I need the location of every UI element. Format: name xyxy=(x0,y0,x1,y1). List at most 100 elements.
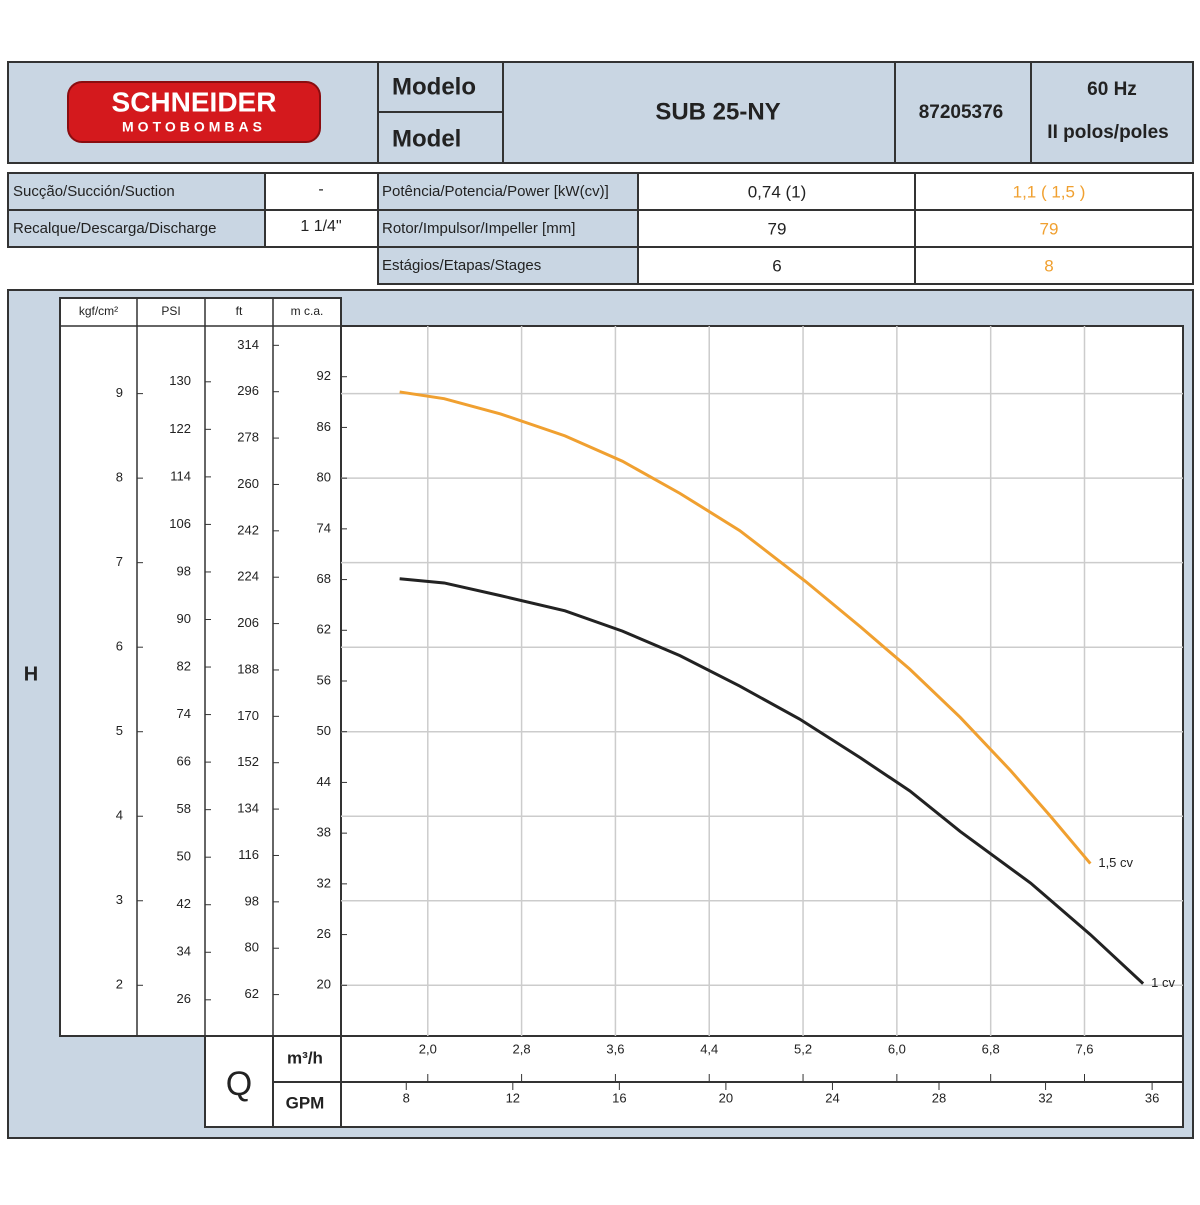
curve-label: 1 cv xyxy=(1151,975,1175,990)
x2-tick-label: 24 xyxy=(825,1090,839,1105)
logo-sub: MOTOBOMBAS xyxy=(122,119,266,135)
y-tick-label: 114 xyxy=(170,468,191,483)
spec-value: 0,74 (1) xyxy=(748,182,807,201)
model-en: Model xyxy=(392,125,461,152)
spec-value: 8 xyxy=(1044,256,1053,275)
x2-tick-label: 20 xyxy=(719,1090,733,1105)
x2-tick-label: 28 xyxy=(932,1090,946,1105)
x2-tick-label: 8 xyxy=(403,1090,410,1105)
spec-label: Potência/Potencia/Power [kW(cv)] xyxy=(382,183,609,200)
x2-tick-label: 32 xyxy=(1038,1090,1052,1105)
spec-value: 1 1/4" xyxy=(300,218,341,235)
logo-brand: SCHNEIDER xyxy=(112,86,277,117)
y-tick-label: 50 xyxy=(317,723,331,738)
x-tick-label: 2,0 xyxy=(419,1041,437,1056)
y-tick-label: 80 xyxy=(245,940,259,955)
poles: II polos/poles xyxy=(1047,122,1168,143)
x-tick-label: 3,6 xyxy=(606,1041,624,1056)
y-tick-label: 3 xyxy=(116,892,123,907)
y-tick-label: 98 xyxy=(177,563,191,578)
y-tick-label: 4 xyxy=(116,808,123,823)
spec-cell xyxy=(377,209,639,248)
y-tick-label: 62 xyxy=(245,986,259,1001)
x-label: m³/h xyxy=(287,1048,323,1067)
y-tick-label: 278 xyxy=(237,430,259,445)
x-tick-label: 2,8 xyxy=(513,1041,531,1056)
y-tick-label: 20 xyxy=(317,977,331,992)
y-tick-label: 116 xyxy=(238,847,259,862)
spec-cell xyxy=(377,172,639,211)
curve xyxy=(399,577,1145,985)
y-tick-label: 90 xyxy=(177,611,191,626)
axis-label: m c.a. xyxy=(291,304,324,318)
spec-cell xyxy=(637,209,916,248)
spec-value: 6 xyxy=(772,256,781,275)
y-tick-label: 170 xyxy=(237,708,259,723)
x2-tick-label: 16 xyxy=(612,1090,626,1105)
y-tick-label: 242 xyxy=(237,522,259,537)
y-tick-label: 80 xyxy=(317,470,331,485)
y-tick-label: 34 xyxy=(177,944,191,959)
axis-label: kgf/cm² xyxy=(79,304,118,318)
curve xyxy=(399,390,1092,865)
y-tick-label: 152 xyxy=(237,754,259,769)
x-title: Q xyxy=(226,1065,252,1103)
spec-label: Rotor/Impulsor/Impeller [mm] xyxy=(382,220,575,237)
y-tick-label: 7 xyxy=(116,554,123,569)
y-tick-label: 58 xyxy=(177,801,191,816)
y-tick-label: 5 xyxy=(116,723,123,738)
frequency: 60 Hz xyxy=(1087,79,1137,100)
axis-label: PSI xyxy=(161,304,180,318)
logo xyxy=(67,81,321,143)
spec-cell xyxy=(637,246,916,285)
x-tick-label: 4,4 xyxy=(700,1041,718,1056)
y-tick-label: 66 xyxy=(177,754,191,769)
x2-label: GPM xyxy=(286,1093,325,1112)
model-code: 87205376 xyxy=(919,102,1004,123)
spec-value: 79 xyxy=(1040,219,1059,238)
y-tick-label: 9 xyxy=(116,385,123,400)
spec-value: - xyxy=(318,181,323,198)
y-tick-label: 6 xyxy=(116,639,123,654)
y-tick-label: 26 xyxy=(177,991,191,1006)
y-tick-label: 106 xyxy=(169,516,191,531)
y-tick-label: 44 xyxy=(317,774,331,789)
x-tick-label: 6,0 xyxy=(888,1041,906,1056)
spec-value: 79 xyxy=(768,219,787,238)
spec-cell xyxy=(7,209,266,248)
spec-cell xyxy=(377,246,639,285)
spec-label: Estágios/Etapas/Stages xyxy=(382,257,541,274)
spec-cell xyxy=(914,246,1194,285)
y-tick-label: 314 xyxy=(237,337,259,352)
y-tick-label: 26 xyxy=(317,926,331,941)
y-tick-label: 86 xyxy=(317,419,331,434)
x-tick-label: 7,6 xyxy=(1075,1041,1093,1056)
x-tick-label: 6,8 xyxy=(982,1041,1000,1056)
y-tick-label: 82 xyxy=(177,658,191,673)
y-tick-label: 260 xyxy=(237,476,259,491)
x2-tick-label: 12 xyxy=(506,1090,520,1105)
y-tick-label: 130 xyxy=(169,373,191,388)
y-tick-label: 42 xyxy=(177,896,191,911)
model-name: SUB 25-NY xyxy=(655,98,780,125)
y-tick-label: 122 xyxy=(169,421,191,436)
y-tick-label: 32 xyxy=(317,875,331,890)
y-tick-label: 92 xyxy=(317,368,331,383)
y-tick-label: 188 xyxy=(237,661,259,676)
model-pt: Modelo xyxy=(392,73,476,100)
axis-panel xyxy=(59,297,342,1037)
y-tick-label: 38 xyxy=(317,825,331,840)
y-tick-label: 50 xyxy=(177,849,191,864)
y-tick-label: 296 xyxy=(237,383,259,398)
y-tick-label: 68 xyxy=(317,571,331,586)
spec-value: 1,1 ( 1,5 ) xyxy=(1013,182,1086,201)
y-tick-label: 8 xyxy=(116,470,123,485)
cell xyxy=(502,61,896,164)
y-tick-label: 62 xyxy=(317,622,331,637)
y-tick-label: 56 xyxy=(317,672,331,687)
cell xyxy=(894,61,1032,164)
spec-cell xyxy=(264,172,379,211)
axis-label: ft xyxy=(236,304,243,318)
x2-tick-label: 36 xyxy=(1145,1090,1159,1105)
